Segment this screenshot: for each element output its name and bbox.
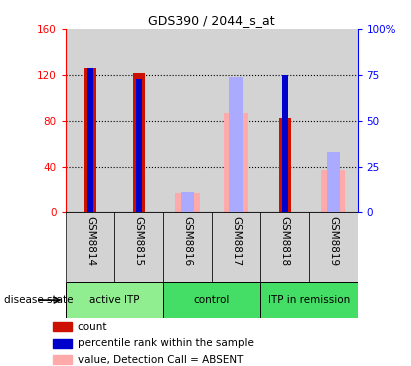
Bar <box>181 192 194 212</box>
Text: GSM8817: GSM8817 <box>231 216 241 266</box>
Text: value, Detection Call = ABSENT: value, Detection Call = ABSENT <box>78 355 243 365</box>
Bar <box>53 355 72 364</box>
Bar <box>212 212 260 282</box>
Bar <box>260 212 309 282</box>
Text: disease state: disease state <box>4 295 74 305</box>
Text: GSM8814: GSM8814 <box>85 216 95 266</box>
Bar <box>175 193 199 212</box>
Bar <box>133 73 145 212</box>
Bar <box>114 212 163 282</box>
Bar <box>87 68 93 212</box>
Bar <box>282 75 288 212</box>
Bar <box>163 29 212 212</box>
Bar <box>260 282 358 318</box>
Bar <box>309 29 358 212</box>
Bar <box>212 29 260 212</box>
Bar <box>66 282 163 318</box>
Text: control: control <box>194 295 230 305</box>
Text: GSM8818: GSM8818 <box>279 216 290 266</box>
Bar <box>260 29 309 212</box>
Text: GSM8816: GSM8816 <box>182 216 192 266</box>
Bar <box>229 77 242 212</box>
Bar <box>66 29 114 212</box>
Title: GDS390 / 2044_s_at: GDS390 / 2044_s_at <box>148 14 275 27</box>
Text: ITP in remission: ITP in remission <box>268 295 350 305</box>
Bar <box>224 113 248 212</box>
Bar <box>163 212 212 282</box>
Bar <box>321 170 345 212</box>
Bar <box>114 29 163 212</box>
Text: percentile rank within the sample: percentile rank within the sample <box>78 338 254 348</box>
Bar <box>66 212 114 282</box>
Bar <box>53 339 72 348</box>
Text: GSM8815: GSM8815 <box>134 216 144 266</box>
Bar <box>327 152 340 212</box>
Bar <box>53 322 72 331</box>
Text: count: count <box>78 322 107 332</box>
Bar <box>163 282 260 318</box>
Text: GSM8819: GSM8819 <box>328 216 338 266</box>
Bar <box>279 119 291 212</box>
Bar <box>84 68 96 212</box>
Text: active ITP: active ITP <box>89 295 140 305</box>
Bar <box>309 212 358 282</box>
Bar <box>136 79 142 212</box>
